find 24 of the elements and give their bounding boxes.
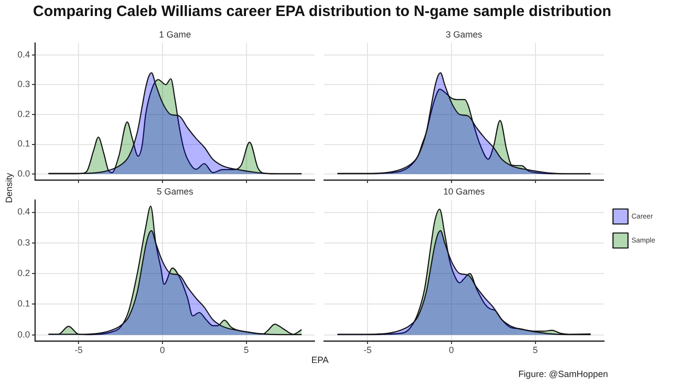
chart-title: Comparing Caleb Williams career EPA distribution to N-game sample distribution — [33, 3, 612, 20]
chart-subtitle: 3 Games — [446, 29, 483, 40]
y-tick-label: 0.2 — [17, 108, 30, 119]
y-axis-title: Density — [4, 172, 14, 204]
y-tick-label: 0.1 — [17, 138, 30, 149]
x-tick-label: 5 — [244, 344, 249, 355]
y-tick-label: 0.2 — [17, 268, 30, 278]
x-tick-label: 5 — [532, 344, 538, 355]
x-tick-label: 0 — [160, 344, 165, 355]
chart-subtitle: 10 Games — [443, 186, 486, 196]
x-tick-label: -5 — [74, 344, 83, 355]
y-tick-label: 0.3 — [17, 237, 30, 248]
chart-subtitle: 5 Games — [156, 186, 194, 196]
y-tick-label: 0.4 — [17, 206, 30, 217]
y-tick-label: 0.1 — [17, 298, 30, 309]
x-tick-label: -5 — [364, 344, 372, 355]
x-tick-label: 0 — [448, 344, 454, 355]
chart-subtitle: 1 Game — [158, 29, 192, 40]
y-tick-label: 0.3 — [17, 79, 30, 90]
x-axis-title: EPA — [311, 355, 329, 365]
text: Figure: @SamHoppen — [518, 369, 608, 379]
y-tick-label: 0.4 — [17, 49, 30, 60]
y-tick-label: 0.0 — [17, 329, 30, 340]
y-tick-label: 0.0 — [17, 168, 30, 179]
